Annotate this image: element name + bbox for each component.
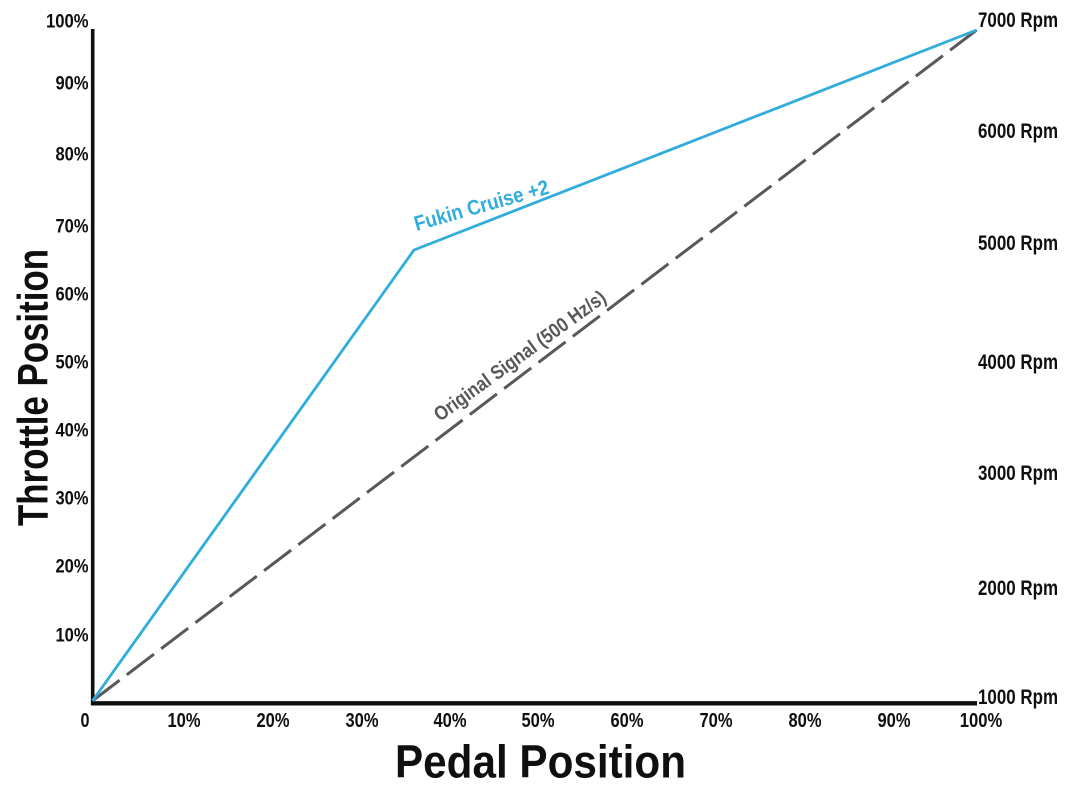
svg-text:10%: 10% bbox=[168, 709, 201, 732]
svg-text:5000 Rpm: 5000 Rpm bbox=[978, 232, 1058, 255]
svg-text:0: 0 bbox=[81, 709, 90, 732]
svg-text:50%: 50% bbox=[522, 709, 555, 732]
svg-text:90%: 90% bbox=[878, 709, 911, 732]
svg-text:6000 Rpm: 6000 Rpm bbox=[978, 120, 1058, 143]
svg-text:1000 Rpm: 1000 Rpm bbox=[978, 686, 1058, 709]
svg-text:Pedal Position: Pedal Position bbox=[395, 736, 686, 788]
svg-text:3000 Rpm: 3000 Rpm bbox=[978, 462, 1058, 485]
svg-text:100%: 100% bbox=[960, 709, 1003, 732]
svg-text:30%: 30% bbox=[346, 709, 379, 732]
svg-text:70%: 70% bbox=[56, 217, 89, 238]
svg-text:40%: 40% bbox=[434, 709, 467, 732]
svg-text:4000 Rpm: 4000 Rpm bbox=[978, 351, 1058, 374]
svg-text:90%: 90% bbox=[56, 74, 89, 95]
svg-text:60%: 60% bbox=[611, 709, 644, 732]
svg-text:60%: 60% bbox=[56, 285, 89, 306]
svg-text:10%: 10% bbox=[56, 626, 89, 647]
svg-text:100%: 100% bbox=[46, 12, 89, 33]
svg-text:70%: 70% bbox=[700, 709, 733, 732]
svg-text:7000 Rpm: 7000 Rpm bbox=[978, 9, 1058, 32]
svg-text:20%: 20% bbox=[257, 709, 290, 732]
svg-text:Throttle Position: Throttle Position bbox=[10, 249, 58, 526]
svg-text:50%: 50% bbox=[56, 353, 89, 374]
svg-text:30%: 30% bbox=[56, 489, 89, 510]
svg-text:80%: 80% bbox=[56, 145, 89, 166]
svg-text:80%: 80% bbox=[789, 709, 822, 732]
svg-text:2000 Rpm: 2000 Rpm bbox=[978, 577, 1058, 600]
svg-text:40%: 40% bbox=[56, 421, 89, 442]
svg-text:20%: 20% bbox=[56, 557, 89, 578]
